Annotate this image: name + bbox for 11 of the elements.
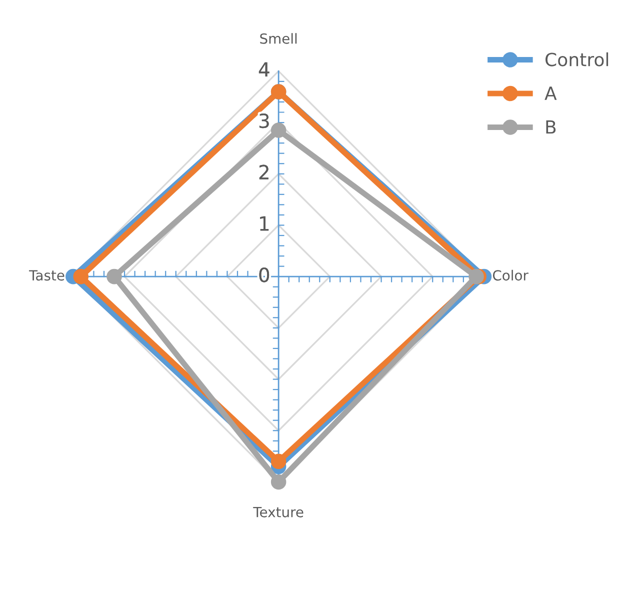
spoke-label: Color — [492, 270, 528, 281]
legend-label: A — [544, 86, 557, 100]
spoke-label: Smell — [260, 33, 297, 44]
y-tick-label: 4 — [258, 62, 270, 77]
spoke-label: Texture — [253, 507, 304, 518]
y-tick-label: 3 — [259, 113, 269, 128]
legend-label: Control — [546, 52, 608, 66]
legend-label: B — [546, 120, 556, 134]
y-tick-label: 1 — [260, 216, 269, 231]
spoke-label: Taste — [28, 270, 64, 281]
y-tick-label: 2 — [259, 164, 268, 180]
